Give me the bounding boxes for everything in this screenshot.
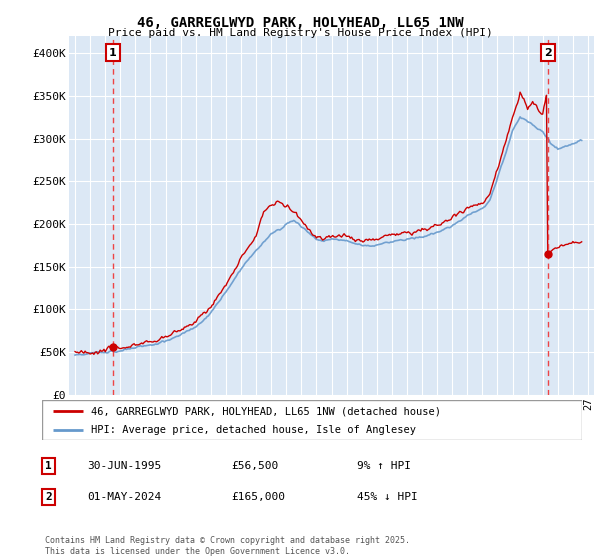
Text: 01-MAY-2024: 01-MAY-2024 [87,492,161,502]
Text: Price paid vs. HM Land Registry's House Price Index (HPI): Price paid vs. HM Land Registry's House … [107,28,493,38]
Text: 30-JUN-1995: 30-JUN-1995 [87,461,161,471]
Text: £165,000: £165,000 [231,492,285,502]
Text: 46, GARREGLWYD PARK, HOLYHEAD, LL65 1NW (detached house): 46, GARREGLWYD PARK, HOLYHEAD, LL65 1NW … [91,407,440,417]
Text: 45% ↓ HPI: 45% ↓ HPI [357,492,418,502]
Text: HPI: Average price, detached house, Isle of Anglesey: HPI: Average price, detached house, Isle… [91,425,416,435]
FancyBboxPatch shape [42,400,582,440]
Text: 9% ↑ HPI: 9% ↑ HPI [357,461,411,471]
Text: 1: 1 [109,48,116,58]
Text: Contains HM Land Registry data © Crown copyright and database right 2025.
This d: Contains HM Land Registry data © Crown c… [45,536,410,556]
Text: 1: 1 [45,461,52,471]
Text: 2: 2 [544,48,551,58]
Text: 46, GARREGLWYD PARK, HOLYHEAD, LL65 1NW: 46, GARREGLWYD PARK, HOLYHEAD, LL65 1NW [137,16,463,30]
Text: £56,500: £56,500 [231,461,278,471]
Text: 2: 2 [45,492,52,502]
